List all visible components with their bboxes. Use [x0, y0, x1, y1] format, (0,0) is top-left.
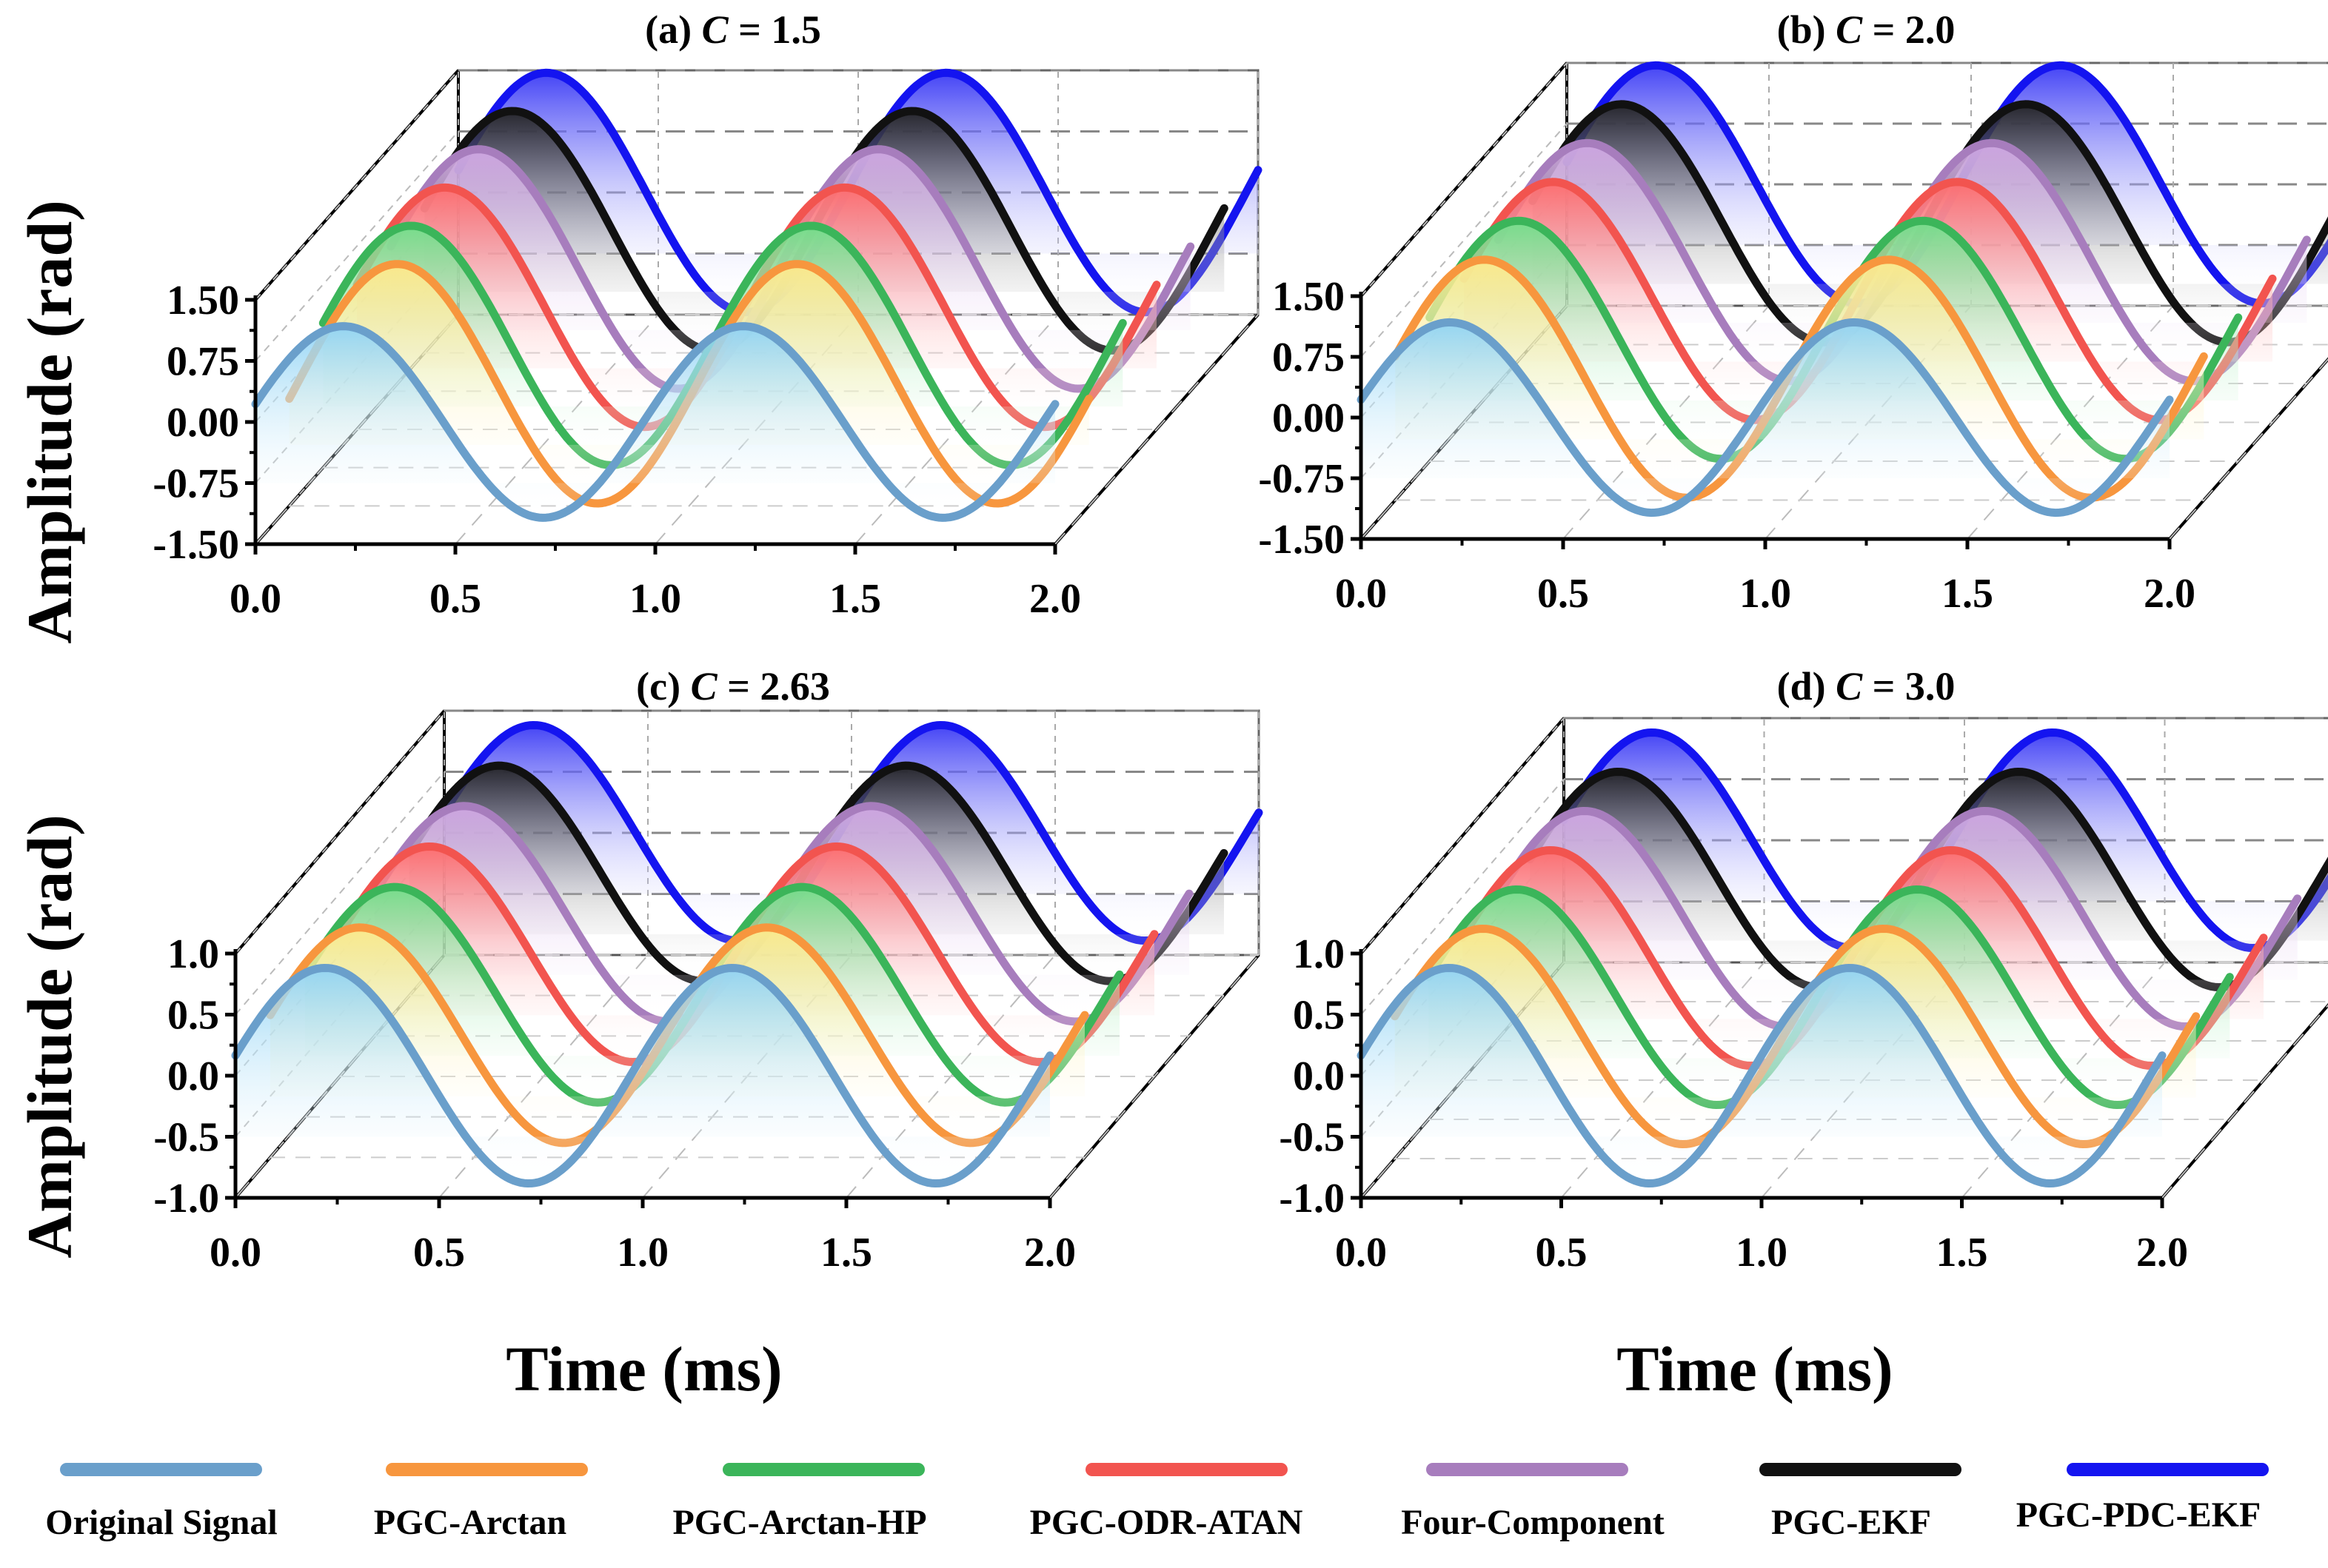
- panel-a-title: (a) C = 1.5: [645, 7, 821, 52]
- x-tick-label: 0.0: [1335, 571, 1387, 617]
- y-tick-label: 0.00: [1272, 395, 1345, 441]
- x-tick-label: 2.0: [1024, 1230, 1076, 1276]
- legend-item-pgc-odr-atan: PGC-ODR-ATAN: [1030, 1463, 1303, 1542]
- y-tick-label: -0.75: [1258, 456, 1345, 502]
- panel-c-ticks: 1.0 0.5 0.0 -0.5 -1.0 0.0 0.5 1.0 1.5 2.0: [153, 931, 1076, 1276]
- legend-item-pgc-arctan: PGC-Arctan: [374, 1463, 588, 1542]
- x-tick-label: 1.5: [820, 1230, 872, 1276]
- y-tick-label: 0.75: [167, 339, 239, 385]
- floor-gridline: [2161, 1004, 2328, 1199]
- x-tick-label: 1.0: [617, 1230, 669, 1276]
- x-tick-label: 0.0: [1335, 1230, 1387, 1276]
- panel-d: (d) C = 3.0 1.00.50.0-0.5-1.00.0 0.5 1.0 1.…: [1279, 664, 2328, 1276]
- y-tick-label: -0.5: [153, 1115, 219, 1161]
- panel-c-series: [231, 721, 1263, 1187]
- series-line-original-signal: [251, 322, 1060, 522]
- legend-label-pgc-ekf: PGC-EKF: [1771, 1503, 1931, 1542]
- y-tick-label: 0.75: [1272, 335, 1345, 381]
- y-tick-label: 0.5: [167, 993, 219, 1039]
- floor-gridline: [1961, 962, 2166, 1199]
- side-gridline: [1360, 123, 1568, 358]
- y-tick-label: 0.0: [1293, 1053, 1345, 1099]
- side-gridline: [255, 130, 459, 362]
- panel-b: (b) C = 2.0 1.50 0.75 0.00 -0.75 -1.50 0.0 0.5…: [1258, 7, 2328, 617]
- side-gridline: [255, 70, 459, 301]
- x-tick-label: 1.5: [1941, 571, 1993, 617]
- panel-a-ticks: 1.50 0.75 0.00 -0.75 -1.50 0.0 0.5 1.0 1.5 2.0: [153, 278, 1081, 622]
- side-gridline: [235, 771, 445, 1016]
- y-tick-label: -0.75: [153, 461, 239, 507]
- legend-item-pgc-arctan-hp: PGC-Arctan-HP: [672, 1463, 927, 1542]
- x-tick-label: 0.5: [413, 1230, 465, 1276]
- x-tick-label: 2.0: [1029, 576, 1081, 622]
- series-fill-pgc-arctan: [289, 264, 1089, 503]
- panel-d-series: [1357, 728, 2328, 1187]
- y-tick-label: -1.0: [153, 1176, 219, 1222]
- x-tick-label: 1.5: [829, 576, 881, 622]
- x-tick-label: 0.0: [210, 1230, 261, 1276]
- y-tick-label: -0.5: [1279, 1115, 1345, 1161]
- floor-gridline: [1054, 314, 1259, 545]
- y-tick-label: 0.0: [167, 1053, 219, 1099]
- legend: Original Signal PGC-Arctan PGC-Arctan-HP…: [45, 1463, 2269, 1542]
- x-axis-label-right: Time (ms): [1616, 1333, 1893, 1404]
- series-fill-original-signal: [1361, 322, 2170, 513]
- legend-label-original-signal: Original Signal: [45, 1503, 277, 1542]
- y-tick-label: -1.0: [1279, 1176, 1345, 1222]
- x-tick-label: 2.0: [2144, 571, 2195, 617]
- y-tick-label: 1.50: [1272, 274, 1345, 320]
- y-tick-label: 0.5: [1293, 993, 1345, 1039]
- series-line-original-signal: [1357, 964, 2167, 1187]
- legend-item-pgc-ekf: PGC-EKF: [1759, 1463, 1961, 1542]
- series-fill-original-signal: [235, 968, 1050, 1184]
- panel-c: (c) C = 2.63 1.00.50.0-0.5-1.00.0 0.5 1.0 1…: [153, 664, 1263, 1276]
- series-fill-pgc-pdc-ekf: [1564, 732, 2328, 948]
- x-tick-label: 2.0: [2136, 1230, 2188, 1276]
- y-tick-label: 1.0: [167, 931, 219, 977]
- x-axis-label-left: Time (ms): [506, 1333, 782, 1404]
- floor-gridline: [1560, 962, 1765, 1199]
- legend-label-four-component: Four-Component: [1401, 1503, 1665, 1542]
- side-gridline: [1360, 62, 1568, 297]
- x-tick-label: 1.0: [1736, 1230, 1787, 1276]
- panel-b-title: (b) C = 2.0: [1777, 7, 1956, 52]
- panel-b-ticks: 1.50 0.75 0.00 -0.75 -1.50 0.0 0.5 1.0 1.5 2.0: [1258, 274, 2195, 617]
- legend-item-original-signal: Original Signal: [45, 1463, 278, 1542]
- legend-label-pgc-arctan-hp: PGC-Arctan-HP: [672, 1503, 926, 1542]
- panel-b-series: [1357, 61, 2328, 517]
- x-tick-label: 0.5: [1536, 1230, 1588, 1276]
- series-fill-original-signal: [1361, 968, 2162, 1184]
- x-tick-label: 1.0: [1739, 571, 1791, 617]
- x-tick-label: 0.5: [1537, 571, 1589, 617]
- series-line-original-signal: [1357, 318, 2174, 517]
- y-tick-label: -1.50: [153, 522, 239, 568]
- panel-d-ticks: 1.0 0.5 0.0 -0.5 -1.0 0.0 0.5 1.0 1.5 2.0: [1279, 931, 2188, 1276]
- legend-item-four-component: Four-Component: [1401, 1463, 1665, 1542]
- legend-label-pgc-arctan: PGC-Arctan: [374, 1503, 566, 1542]
- legend-label-pgc-odr-atan: PGC-ODR-ATAN: [1030, 1503, 1303, 1542]
- y-tick-label: 1.50: [167, 278, 239, 324]
- y-tick-label: -1.50: [1258, 517, 1345, 563]
- side-gridline: [235, 710, 445, 954]
- y-tick-label: 1.0: [1293, 931, 1345, 977]
- panel-c-title: (c) C = 2.63: [636, 664, 830, 708]
- y-axis-label-top: Amplitude (rad): [14, 200, 85, 644]
- x-tick-label: 1.5: [1936, 1230, 1988, 1276]
- side-gridline: [1360, 778, 1565, 1016]
- x-tick-label: 0.0: [230, 576, 281, 622]
- series-fill-original-signal: [255, 326, 1055, 518]
- legend-label-pgc-pdc-ekf: PGC-PDC-EKF: [2016, 1495, 2261, 1535]
- series-line-original-signal: [231, 964, 1054, 1187]
- y-tick-label: 0.00: [167, 400, 239, 446]
- panel-a-series: [251, 68, 1262, 522]
- panel-a: (a) C = 1.5 1.50 0.75 0.00 -0.75 -1.50 0.0 0.5…: [153, 7, 1262, 622]
- y-axis-label-bottom: Amplitude (rad): [14, 814, 85, 1259]
- legend-item-pgc-pdc-ekf: PGC-PDC-EKF: [2016, 1463, 2269, 1535]
- panel-d-title: (d) C = 3.0: [1777, 664, 1956, 708]
- side-gridline: [1360, 717, 1565, 954]
- x-tick-label: 0.5: [429, 576, 481, 622]
- x-tick-label: 1.0: [629, 576, 681, 622]
